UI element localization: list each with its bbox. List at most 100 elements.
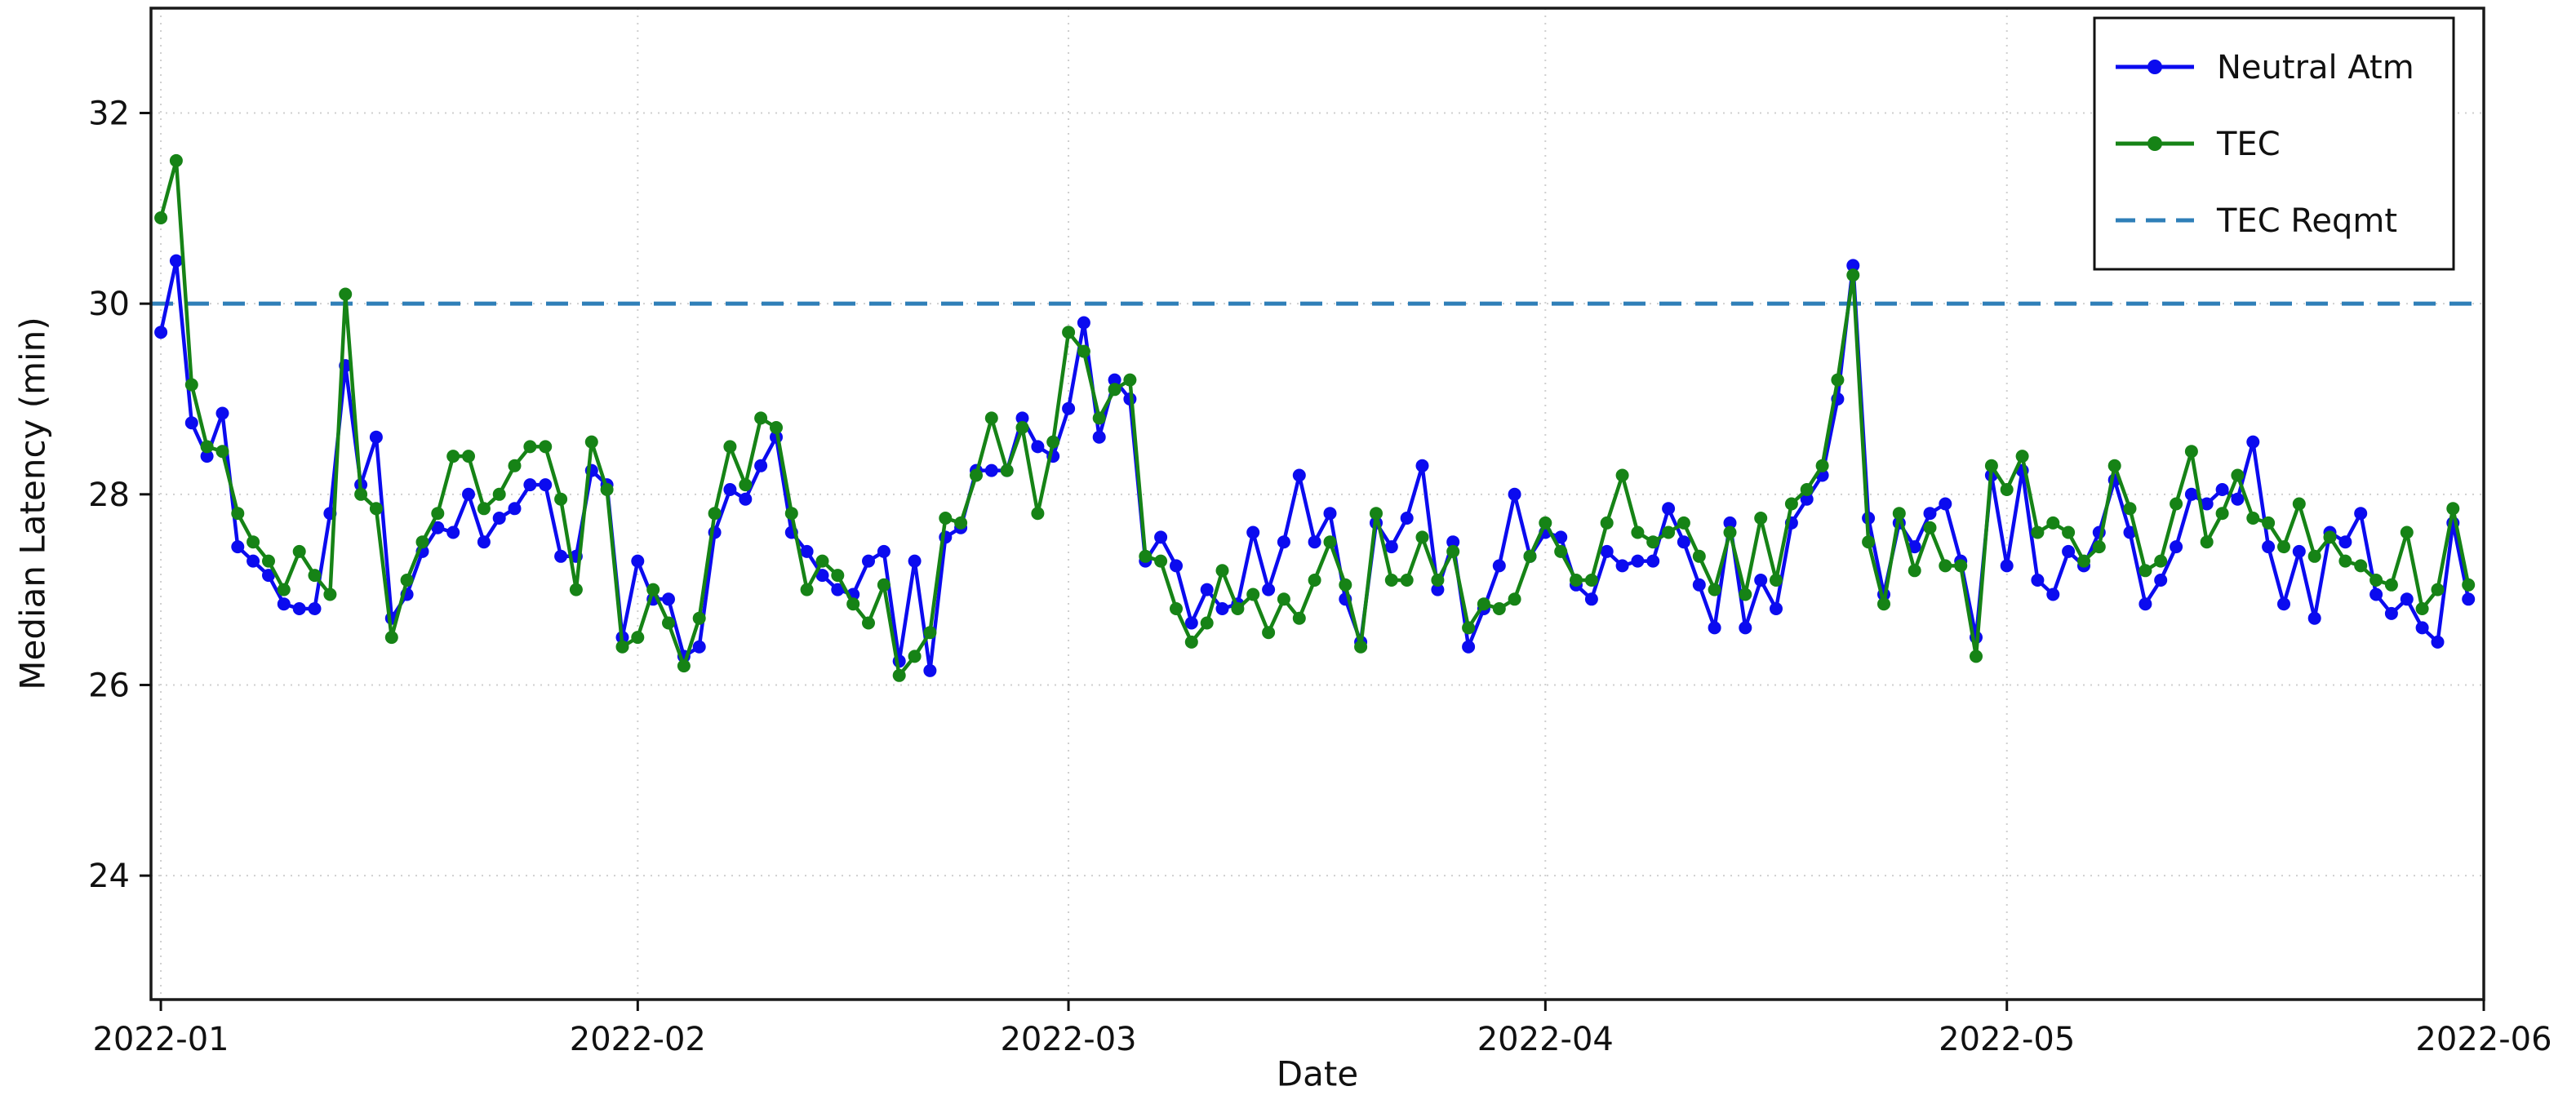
data-point xyxy=(1739,621,1752,635)
data-point xyxy=(923,626,937,640)
data-point xyxy=(923,663,937,677)
data-point xyxy=(1215,564,1229,578)
data-point xyxy=(262,569,275,583)
data-point xyxy=(908,650,922,663)
data-point xyxy=(446,450,460,463)
data-point xyxy=(2277,540,2290,554)
data-point xyxy=(2215,483,2229,496)
data-point xyxy=(539,440,553,454)
data-point xyxy=(1815,459,1829,472)
data-point xyxy=(1908,564,1921,578)
data-point xyxy=(1492,602,1506,615)
data-point xyxy=(215,445,229,459)
data-point xyxy=(723,440,737,454)
data-point xyxy=(1570,574,1583,587)
data-point xyxy=(800,544,814,558)
data-point xyxy=(1262,583,1276,596)
data-point xyxy=(631,554,645,568)
data-point xyxy=(184,378,198,392)
data-point xyxy=(2200,497,2214,511)
data-point xyxy=(1154,554,1168,568)
data-point xyxy=(2000,559,2014,573)
data-point xyxy=(2307,611,2321,625)
data-point xyxy=(2092,540,2106,554)
data-point xyxy=(846,597,860,611)
data-point xyxy=(2431,583,2445,596)
data-point xyxy=(1092,411,1106,425)
data-point xyxy=(1062,326,1076,339)
data-point xyxy=(784,507,798,521)
data-point xyxy=(2170,497,2183,511)
data-point xyxy=(1508,592,1521,606)
data-point xyxy=(2415,621,2429,635)
data-point xyxy=(1292,468,1306,482)
data-point xyxy=(1462,621,1476,635)
data-point xyxy=(1615,468,1629,482)
data-point xyxy=(1554,544,1568,558)
data-point xyxy=(1954,559,1968,573)
data-point xyxy=(2262,516,2276,530)
data-point xyxy=(2015,450,2029,463)
data-point xyxy=(1015,421,1029,434)
data-point xyxy=(1539,516,1552,530)
y-tick-label: 26 xyxy=(88,667,130,704)
data-point xyxy=(2307,549,2321,563)
data-point xyxy=(1384,540,1398,554)
data-point xyxy=(523,478,537,492)
data-point xyxy=(1723,525,1737,539)
data-point xyxy=(2246,512,2260,525)
data-point xyxy=(754,459,768,472)
data-point xyxy=(231,507,245,521)
data-point xyxy=(1923,507,1937,521)
data-point xyxy=(1770,574,1783,587)
data-point xyxy=(508,502,522,516)
data-point xyxy=(292,602,306,615)
data-point xyxy=(308,569,322,583)
data-point xyxy=(2123,502,2137,516)
data-point xyxy=(1015,411,1029,425)
data-point xyxy=(539,478,553,492)
y-tick-label: 24 xyxy=(88,858,130,895)
data-point xyxy=(862,554,875,568)
data-point xyxy=(800,583,814,596)
data-point xyxy=(462,450,475,463)
data-point xyxy=(1354,640,1368,654)
data-point xyxy=(2154,554,2168,568)
data-point xyxy=(2354,507,2368,521)
y-axis-label: Median Latency (min) xyxy=(12,317,53,690)
data-point xyxy=(2231,492,2245,506)
data-point xyxy=(1739,587,1752,601)
data-point xyxy=(2369,574,2383,587)
data-point xyxy=(2400,525,2414,539)
data-point xyxy=(584,435,598,449)
data-point xyxy=(1508,487,1521,501)
data-point xyxy=(492,487,506,501)
data-point xyxy=(1970,650,1983,663)
data-point xyxy=(2400,592,2414,606)
data-point xyxy=(1600,516,1614,530)
data-point xyxy=(1108,383,1121,397)
data-point xyxy=(200,440,214,454)
data-point xyxy=(1200,616,1214,630)
data-point xyxy=(1708,583,1721,596)
data-point xyxy=(492,512,506,525)
data-point xyxy=(508,459,522,472)
data-point xyxy=(169,254,183,268)
data-point xyxy=(1339,578,1352,592)
data-point xyxy=(1631,525,1645,539)
data-point xyxy=(770,421,783,434)
data-point xyxy=(400,574,414,587)
data-point xyxy=(2200,535,2214,549)
data-point xyxy=(462,487,475,501)
data-point xyxy=(1370,507,1383,521)
data-point xyxy=(1031,440,1045,454)
data-point xyxy=(2446,502,2460,516)
data-point xyxy=(1784,497,1798,511)
data-point xyxy=(1446,535,1460,549)
legend-sample-marker xyxy=(2147,136,2162,151)
data-point xyxy=(2215,507,2229,521)
data-point xyxy=(615,640,629,654)
data-point xyxy=(1646,554,1660,568)
data-point xyxy=(970,468,983,482)
data-point xyxy=(662,616,675,630)
